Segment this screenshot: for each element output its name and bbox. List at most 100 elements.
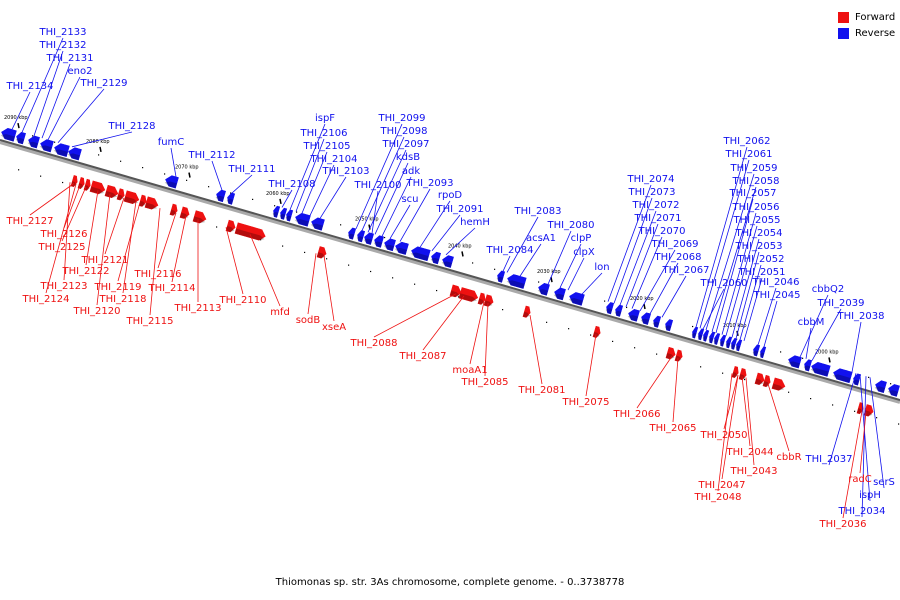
- reverse-gene[interactable]: [0, 127, 17, 142]
- forward-gene-label[interactable]: THI_2113: [173, 219, 222, 314]
- reverse-gene-label[interactable]: THI_2104: [309, 154, 358, 216]
- reverse-gene-label[interactable]: THI_2068: [649, 252, 702, 314]
- forward-gene-label[interactable]: THI_2118: [98, 201, 147, 305]
- reverse-gene-label[interactable]: fumC: [158, 137, 185, 177]
- reverse-gene-label[interactable]: THI_2060: [699, 278, 748, 330]
- forward-gene[interactable]: [856, 402, 865, 415]
- forward-gene[interactable]: [771, 377, 787, 392]
- forward-gene-label[interactable]: THI_2114: [147, 215, 196, 294]
- reverse-gene[interactable]: [708, 331, 716, 344]
- reverse-gene[interactable]: [373, 235, 384, 248]
- reverse-gene[interactable]: [803, 359, 813, 372]
- reverse-gene[interactable]: [702, 329, 710, 342]
- reverse-gene-label[interactable]: hemH: [445, 217, 490, 256]
- forward-gene-label[interactable]: THI_2085: [460, 302, 509, 388]
- reverse-gene-label[interactable]: THI_2057: [715, 188, 777, 333]
- reverse-gene[interactable]: [713, 333, 721, 345]
- reverse-gene-label[interactable]: THI_2111: [227, 164, 276, 194]
- reverse-gene[interactable]: [27, 135, 40, 149]
- reverse-gene-label[interactable]: THI_2034: [837, 376, 886, 518]
- forward-gene[interactable]: [89, 180, 107, 195]
- reverse-gene-label[interactable]: THI_2074: [607, 174, 675, 302]
- forward-gene-label[interactable]: THI_2126: [39, 184, 88, 240]
- reverse-gene[interactable]: [691, 326, 699, 339]
- reverse-gene[interactable]: [410, 245, 431, 262]
- reverse-gene[interactable]: [53, 142, 70, 157]
- reverse-gene[interactable]: [294, 212, 311, 227]
- forward-gene-label[interactable]: THI_2121: [80, 197, 129, 266]
- forward-gene-label[interactable]: THI_2120: [72, 193, 121, 317]
- reverse-gene-label[interactable]: THI_2072: [619, 200, 680, 306]
- reverse-gene[interactable]: [394, 241, 409, 255]
- forward-gene[interactable]: [674, 349, 684, 362]
- forward-gene-label[interactable]: THI_2044: [725, 376, 774, 458]
- reverse-gene[interactable]: [553, 287, 566, 301]
- reverse-gene-label[interactable]: THI_2073: [613, 187, 676, 304]
- forward-gene[interactable]: [179, 206, 191, 220]
- reverse-gene-label[interactable]: THI_2052: [736, 254, 785, 340]
- reverse-gene-label[interactable]: THI_2070: [631, 226, 686, 309]
- reverse-gene-label[interactable]: THI_2051: [737, 267, 786, 342]
- reverse-gene-label[interactable]: acsA1: [519, 233, 556, 277]
- reverse-gene[interactable]: [640, 312, 651, 325]
- reverse-gene-label[interactable]: THI_2128: [71, 121, 156, 148]
- forward-gene-label[interactable]: THI_2122: [61, 190, 110, 277]
- reverse-gene[interactable]: [887, 383, 900, 397]
- forward-gene[interactable]: [116, 188, 126, 201]
- forward-gene[interactable]: [592, 325, 602, 338]
- reverse-gene[interactable]: [787, 354, 802, 369]
- forward-gene[interactable]: [144, 196, 160, 211]
- reverse-gene-label[interactable]: ispH: [859, 374, 881, 502]
- reverse-gene[interactable]: [810, 361, 831, 377]
- forward-gene-label[interactable]: THI_2065: [648, 357, 697, 434]
- forward-gene[interactable]: [731, 366, 740, 378]
- reverse-gene-label[interactable]: THI_2103: [319, 166, 370, 219]
- reverse-gene-label[interactable]: kdsB: [374, 152, 420, 235]
- reverse-gene[interactable]: [725, 336, 733, 349]
- reverse-gene[interactable]: [627, 308, 640, 322]
- forward-gene-label[interactable]: xseA: [322, 255, 346, 333]
- reverse-gene[interactable]: [67, 146, 82, 161]
- reverse-gene-label[interactable]: THI_2098: [361, 126, 428, 231]
- reverse-gene[interactable]: [285, 209, 294, 222]
- reverse-gene-label[interactable]: THI_2112: [187, 150, 236, 191]
- forward-gene[interactable]: [522, 305, 532, 318]
- reverse-gene-label[interactable]: THI_2067: [661, 265, 710, 318]
- reverse-gene[interactable]: [697, 328, 705, 341]
- forward-gene-label[interactable]: THI_2115: [125, 208, 174, 327]
- reverse-gene-label[interactable]: serS: [869, 377, 895, 489]
- forward-gene-label[interactable]: THI_2127: [5, 183, 75, 227]
- forward-gene[interactable]: [104, 184, 120, 199]
- reverse-gene-label[interactable]: THI_2080: [546, 220, 595, 285]
- reverse-gene-label[interactable]: THI_2131: [41, 53, 94, 139]
- reverse-gene-label[interactable]: THI_2056: [721, 202, 780, 335]
- forward-gene[interactable]: [754, 372, 766, 386]
- reverse-gene[interactable]: [383, 238, 396, 252]
- reverse-gene-label[interactable]: THI_2054: [731, 228, 783, 338]
- reverse-gene-label[interactable]: THI_2059: [705, 163, 778, 331]
- reverse-gene[interactable]: [752, 344, 761, 357]
- forward-gene-label[interactable]: THI_2123: [39, 182, 88, 292]
- reverse-gene-label[interactable]: THI_2105: [301, 141, 351, 214]
- reverse-gene-label[interactable]: adk: [381, 166, 420, 237]
- reverse-gene-label[interactable]: THI_2039: [811, 298, 865, 361]
- reverse-gene[interactable]: [356, 230, 366, 243]
- reverse-gene-label[interactable]: THI_2071: [625, 213, 682, 307]
- reverse-gene-label[interactable]: THI_2053: [734, 241, 783, 339]
- reverse-gene[interactable]: [279, 207, 288, 220]
- forward-gene[interactable]: [483, 294, 495, 308]
- reverse-gene-label[interactable]: THI_2062: [695, 136, 771, 328]
- forward-gene-label[interactable]: THI_2119: [93, 202, 142, 293]
- reverse-gene[interactable]: [568, 291, 585, 306]
- reverse-gene[interactable]: [719, 334, 727, 347]
- reverse-gene-label[interactable]: THI_2091: [431, 204, 484, 252]
- forward-gene[interactable]: [762, 374, 772, 388]
- forward-gene-label[interactable]: THI_2075: [561, 334, 610, 408]
- reverse-gene[interactable]: [506, 273, 527, 289]
- reverse-gene[interactable]: [537, 282, 550, 296]
- reverse-gene-label[interactable]: THI_2133: [21, 27, 87, 133]
- forward-gene-label[interactable]: sodB: [296, 253, 321, 326]
- reverse-gene-label[interactable]: THI_2108: [267, 179, 316, 208]
- forward-gene[interactable]: [225, 219, 237, 233]
- forward-gene-label[interactable]: THI_2116: [133, 212, 182, 280]
